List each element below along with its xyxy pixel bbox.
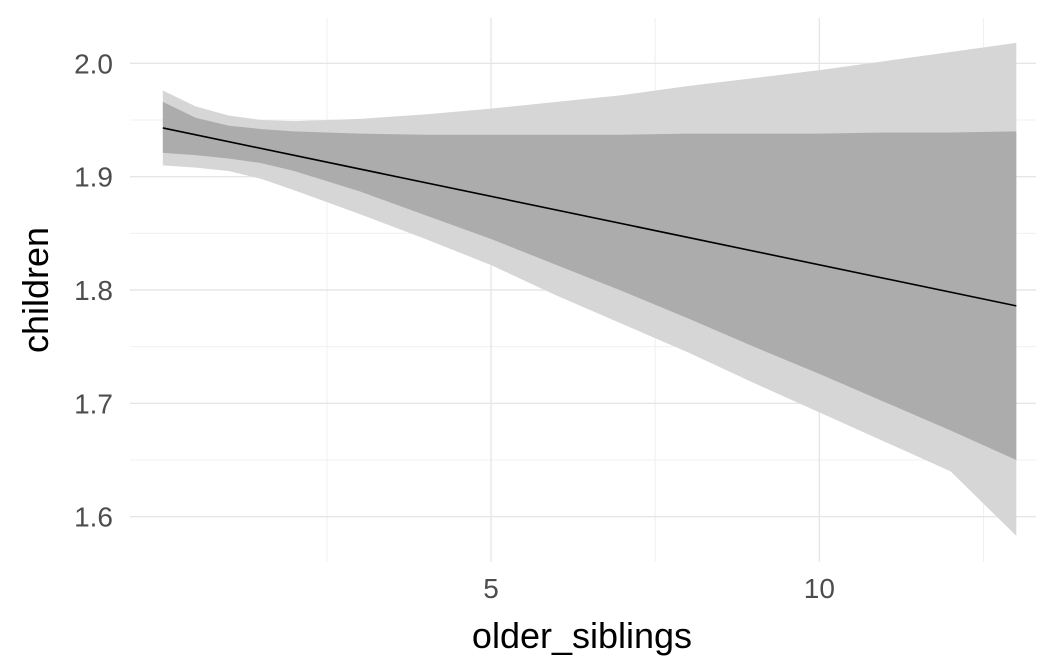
fit-line — [162, 127, 1017, 307]
x-tick-label: 10 — [804, 573, 835, 604]
y-tick-label: 1.7 — [74, 388, 113, 419]
y-tick-label: 1.9 — [74, 162, 113, 193]
fit-lines — [162, 127, 1017, 307]
confidence-bands — [162, 42, 1017, 536]
y-tick-label: 1.6 — [74, 502, 113, 533]
x-tick-labels: 5 10 — [483, 573, 835, 604]
y-tick-labels: 1.6 1.7 1.8 1.9 2.0 — [74, 48, 113, 532]
confidence-band-inner — [162, 101, 1017, 460]
x-tick-label: 5 — [483, 573, 499, 604]
y-tick-label: 2.0 — [74, 48, 113, 79]
x-axis-title: older_siblings — [472, 615, 692, 656]
y-axis-title: children — [15, 227, 56, 353]
y-tick-label: 1.8 — [74, 275, 113, 306]
